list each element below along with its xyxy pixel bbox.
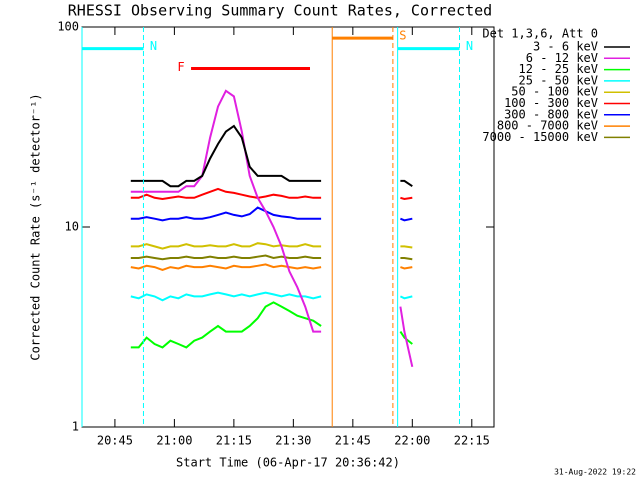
footer: 31-Aug-2022 19:22: [554, 468, 636, 477]
state-label: F: [177, 60, 184, 74]
y-tick-label: 10: [65, 220, 79, 234]
x-tick-label: 21:00: [156, 434, 192, 448]
x-tick-label: 21:30: [275, 434, 311, 448]
series-line: [130, 254, 413, 261]
x-tick-label: 22:00: [394, 434, 430, 448]
x-tick-label: 21:15: [216, 434, 252, 448]
legend-label: 100 - 300 keV: [504, 96, 598, 110]
plot: [130, 89, 414, 368]
x-tick-label: 20:45: [97, 434, 133, 448]
y-axis-label: Corrected Count Rate (s⁻¹ detector⁻¹): [29, 93, 43, 360]
y-tick-label: 100: [57, 20, 79, 34]
series-line: [130, 187, 413, 201]
series-line: [130, 242, 413, 250]
legend-title: Det 1,3,6, Att 0: [482, 27, 598, 41]
legend-label: 6 - 12 keV: [526, 51, 598, 65]
legend-label: 12 - 25 keV: [519, 62, 598, 76]
series-line: [130, 301, 413, 349]
y-tick-label: 1: [72, 420, 79, 434]
legend-label: 50 - 100 keV: [511, 85, 598, 99]
legend-label: 25 - 50 keV: [519, 73, 598, 87]
series-line: [130, 124, 413, 188]
x-axis-label: Start Time (06-Apr-17 20:36:42): [176, 456, 400, 470]
legend-label: 7000 - 15000 keV: [482, 130, 598, 144]
x-tick-label: 22:15: [454, 434, 490, 448]
legend-label: 800 - 7000 keV: [497, 119, 598, 133]
series-line: [130, 89, 414, 368]
series-line: [130, 291, 413, 302]
x-tick-label: 21:45: [335, 434, 371, 448]
legend-label: 300 - 800 keV: [504, 107, 598, 121]
legend-label: 3 - 6 keV: [533, 40, 598, 54]
series-line: [130, 263, 413, 271]
state-label: N: [466, 39, 473, 53]
chart-title: RHESSI Observing Summary Count Rates, Co…: [68, 2, 492, 20]
state-label: N: [150, 39, 157, 53]
series-line: [130, 206, 413, 222]
state-label: S: [399, 29, 406, 43]
